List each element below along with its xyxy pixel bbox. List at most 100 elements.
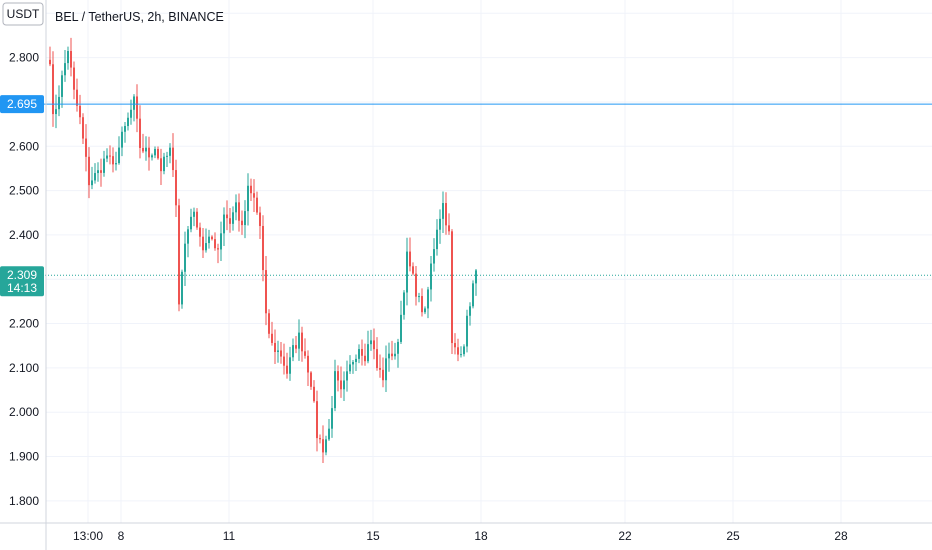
candle[interactable]: [469, 302, 471, 326]
candle[interactable]: [157, 146, 159, 160]
candle[interactable]: [358, 344, 360, 364]
candle[interactable]: [79, 94, 81, 125]
candle[interactable]: [190, 208, 192, 233]
candle[interactable]: [355, 354, 357, 372]
candle[interactable]: [181, 269, 183, 309]
candle[interactable]: [418, 292, 420, 303]
candle[interactable]: [106, 148, 108, 163]
candle[interactable]: [256, 191, 258, 215]
candle[interactable]: [229, 208, 231, 233]
candle[interactable]: [475, 269, 477, 296]
candle[interactable]: [130, 99, 132, 125]
candle[interactable]: [352, 360, 354, 374]
candle[interactable]: [211, 235, 213, 241]
candle[interactable]: [109, 145, 111, 165]
currency-badge[interactable]: USDT: [2, 2, 44, 26]
candle[interactable]: [154, 146, 156, 159]
candle[interactable]: [388, 342, 390, 372]
candle[interactable]: [307, 350, 309, 387]
candle[interactable]: [409, 237, 411, 272]
candle[interactable]: [133, 94, 135, 122]
candle[interactable]: [58, 85, 60, 117]
candle[interactable]: [337, 365, 339, 392]
candle[interactable]: [232, 206, 234, 231]
candle[interactable]: [265, 256, 267, 326]
candle[interactable]: [382, 357, 384, 388]
candle[interactable]: [184, 231, 186, 287]
candle[interactable]: [319, 434, 321, 444]
price-axis[interactable]: 1.8001.9002.0002.1002.2002.3002.4002.500…: [9, 6, 39, 508]
candle[interactable]: [151, 153, 153, 161]
candle[interactable]: [274, 329, 276, 364]
candle[interactable]: [52, 51, 54, 127]
candle[interactable]: [436, 219, 438, 256]
candle[interactable]: [433, 238, 435, 272]
candle[interactable]: [199, 222, 201, 247]
candle[interactable]: [226, 200, 228, 231]
candle[interactable]: [313, 380, 315, 403]
candle[interactable]: [397, 338, 399, 368]
candle[interactable]: [175, 159, 177, 217]
candle[interactable]: [445, 192, 447, 235]
candle[interactable]: [325, 435, 327, 456]
candle[interactable]: [85, 124, 87, 172]
candle[interactable]: [139, 105, 141, 159]
candle[interactable]: [214, 232, 216, 251]
candle[interactable]: [112, 147, 114, 173]
candle[interactable]: [136, 84, 138, 133]
candle[interactable]: [451, 229, 453, 355]
candle[interactable]: [277, 340, 279, 363]
candle[interactable]: [61, 70, 63, 108]
candle[interactable]: [55, 94, 57, 129]
candle[interactable]: [370, 329, 372, 351]
candle[interactable]: [163, 152, 165, 175]
candle[interactable]: [73, 61, 75, 100]
candle[interactable]: [322, 425, 324, 464]
candle[interactable]: [253, 179, 255, 212]
candle[interactable]: [457, 338, 459, 362]
candle[interactable]: [472, 280, 474, 309]
candle[interactable]: [460, 346, 462, 358]
candle[interactable]: [412, 262, 414, 276]
candle[interactable]: [361, 339, 363, 366]
candle[interactable]: [466, 309, 468, 353]
candle[interactable]: [166, 151, 168, 168]
candle[interactable]: [148, 136, 150, 171]
candle[interactable]: [454, 333, 456, 355]
candle[interactable]: [64, 50, 66, 82]
candle[interactable]: [208, 229, 210, 249]
candle[interactable]: [343, 371, 345, 401]
candle[interactable]: [67, 46, 69, 70]
candle[interactable]: [121, 126, 123, 157]
candle[interactable]: [172, 133, 174, 177]
candle[interactable]: [193, 207, 195, 227]
candle[interactable]: [223, 207, 225, 247]
candle[interactable]: [76, 78, 78, 112]
candle[interactable]: [367, 330, 369, 364]
candle[interactable]: [421, 288, 423, 317]
candle[interactable]: [169, 143, 171, 164]
candle[interactable]: [406, 237, 408, 306]
candle[interactable]: [289, 346, 291, 381]
candle[interactable]: [271, 321, 273, 346]
candle[interactable]: [310, 371, 312, 390]
candle[interactable]: [283, 343, 285, 375]
candle[interactable]: [301, 326, 303, 362]
candle[interactable]: [91, 166, 93, 190]
candle[interactable]: [244, 200, 246, 239]
candle[interactable]: [415, 266, 417, 306]
candle[interactable]: [94, 163, 96, 184]
candle[interactable]: [88, 147, 90, 199]
candle[interactable]: [97, 162, 99, 182]
candle[interactable]: [259, 206, 261, 240]
candle[interactable]: [298, 319, 300, 361]
candle[interactable]: [334, 359, 336, 412]
plot-area[interactable]: [46, 0, 932, 523]
candle[interactable]: [115, 151, 117, 171]
candle[interactable]: [340, 366, 342, 398]
candle[interactable]: [424, 306, 426, 315]
candle[interactable]: [250, 178, 252, 202]
candle[interactable]: [400, 300, 402, 345]
candle[interactable]: [391, 340, 393, 361]
